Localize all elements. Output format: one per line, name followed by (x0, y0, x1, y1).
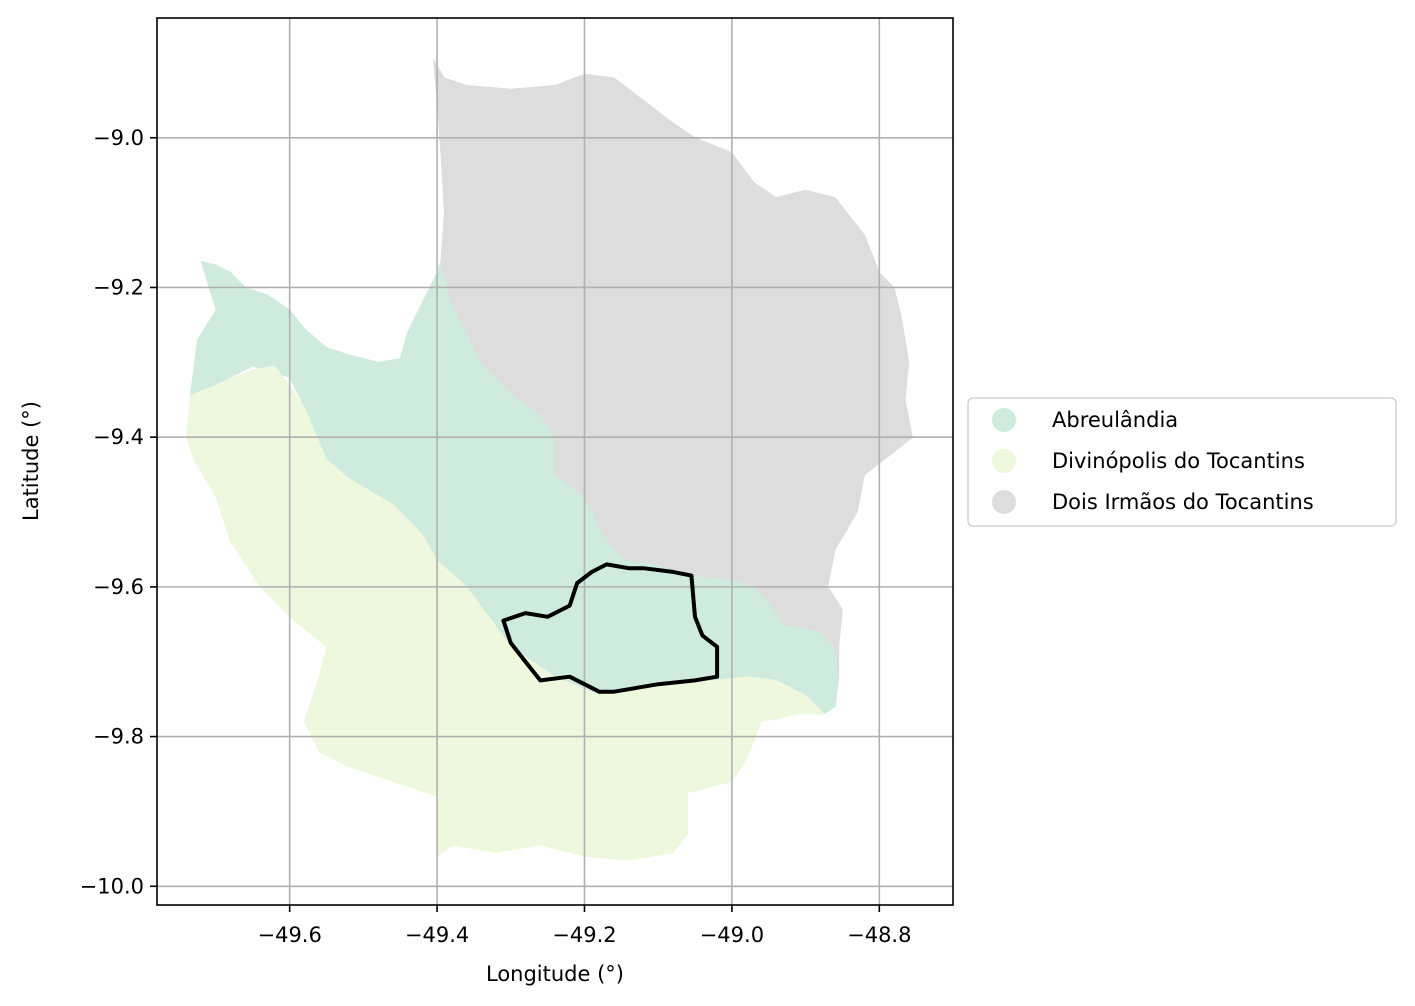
legend: Abreulândia Divinópolis do Tocantins Dois … (967, 397, 1397, 527)
legend-marker-abreulandia (992, 408, 1016, 432)
legend-items: Abreulândia Divinópolis do Tocantins Dois … (992, 408, 1314, 514)
x-axis-ticks: −49.6 −49.4 −49.2 −49.0 −48.8 (257, 905, 911, 947)
highlight-outline (501, 562, 720, 694)
x-tick-label-3: −49.0 (700, 923, 764, 947)
legend-marker-divinopolis-do-tocantins (992, 449, 1016, 473)
y-tick-label-1: −9.2 (93, 275, 144, 299)
x-tick-label-4: −48.8 (847, 923, 911, 947)
y-tick-label-3: −9.6 (93, 575, 144, 599)
y-tick-label-4: −9.8 (93, 725, 144, 749)
x-tick-label-1: −49.4 (405, 923, 469, 947)
y-axis-label: Latitude (°) (19, 401, 43, 521)
plot-frame (156, 17, 954, 906)
x-axis-label: Longitude (°) (486, 962, 624, 986)
legend-label-divinopolis-do-tocantins: Divinópolis do Tocantins (1052, 449, 1305, 473)
legend-label-dois-irmaos-do-tocantins: Dois Irmãos do Tocantins (1052, 490, 1314, 514)
x-tick-label-0: −49.6 (257, 923, 321, 947)
y-tick-label-2: −9.4 (93, 425, 144, 449)
grid-lines (157, 18, 953, 905)
region-dois-irmaos-do-tocantins (433, 58, 913, 707)
y-tick-label-0: −9.0 (93, 126, 144, 150)
y-tick-label-5: −10.0 (80, 874, 144, 898)
legend-label-abreulandia: Abreulândia (1052, 408, 1178, 432)
highlight-outline-layer (501, 562, 720, 694)
y-axis-ticks: −9.0 −9.2 −9.4 −9.6 −9.8 −10.0 (80, 126, 157, 898)
legend-marker-dois-irmaos-do-tocantins (992, 490, 1016, 514)
x-tick-label-2: −49.2 (552, 923, 616, 947)
legend-frame (967, 397, 1397, 527)
